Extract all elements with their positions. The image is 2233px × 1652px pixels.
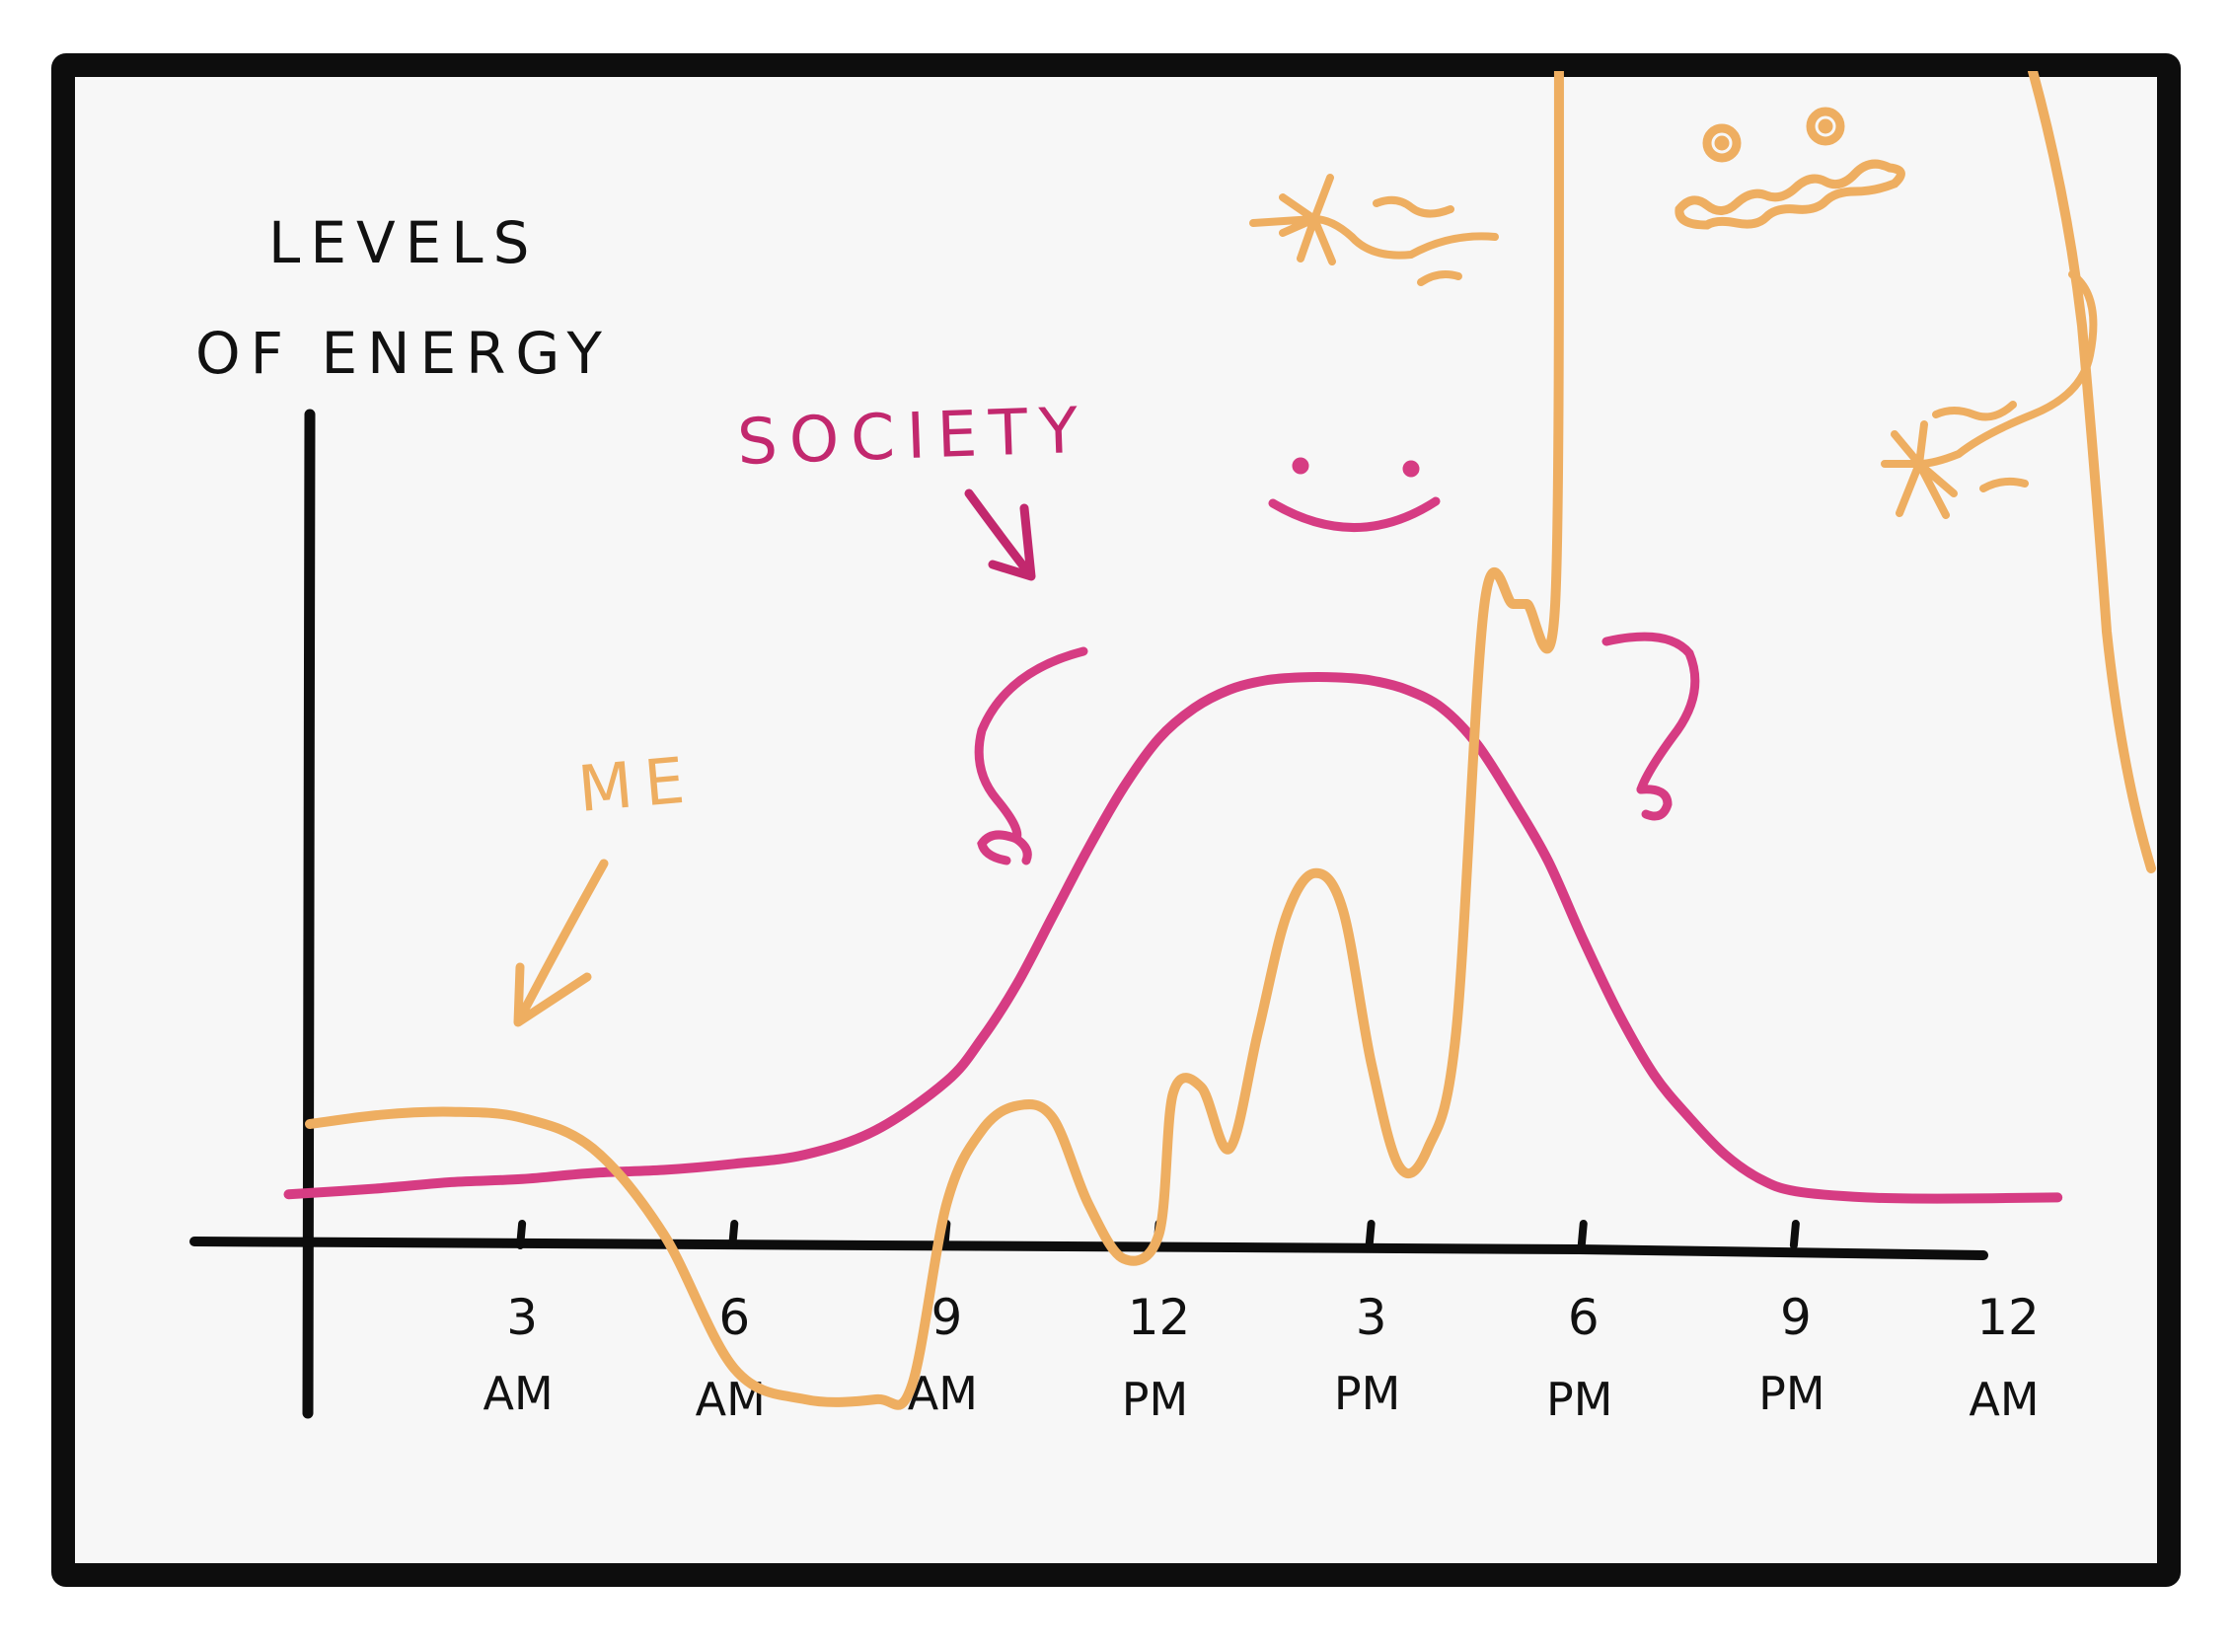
me-monster-face-icon [1675,107,1905,230]
x-tick-label-hour: 3 [506,1289,538,1346]
me-arrow-icon [513,859,609,1027]
x-tick-mark [516,1220,527,1249]
x-tick-mark [728,1220,739,1249]
x-tick-label-period: AM [484,1367,554,1420]
x-tick-label-period: PM [1334,1367,1400,1420]
x-axis [189,1237,1988,1260]
series-layer [283,71,2156,1410]
y-axis-label-line-2: OF ENERGY [195,320,612,387]
society-blob-arms-icon [974,632,1700,865]
me-monster-arm-left-icon [1249,174,1499,286]
x-tick-mark [1577,1220,1588,1249]
me-monster-leg-icon [2028,71,2156,873]
me-monster-arm-right-icon [1881,270,2098,519]
frame-border [51,53,2181,1587]
x-tick-label-hour: 12 [1976,1289,2040,1346]
x-tick-label-hour: 6 [718,1289,750,1346]
society-smiley-face-icon [1268,457,1441,532]
x-tick-label-period: AM [1969,1373,2039,1426]
society-arrow-icon [964,488,1036,581]
x-tick-label-hour: 3 [1356,1289,1387,1346]
me-series-line [305,71,1564,1410]
me-label: ME [575,744,700,827]
y-axis-label-line-1: LEVELS [268,209,539,276]
society-label: SOCIETY [736,395,1091,480]
x-tick-mark [1365,1220,1376,1249]
x-tick-mark [1789,1220,1800,1249]
x-tick-label-period: PM [1546,1373,1612,1426]
x-tick-label-period: PM [1122,1373,1188,1426]
y-axis [302,409,316,1419]
x-tick-label-hour: 12 [1128,1289,1191,1346]
x-tick-label-hour: 9 [930,1289,962,1346]
x-tick-label-hour: 9 [1780,1289,1812,1346]
society-series-line [283,672,2063,1204]
x-tick-label-hour: 6 [1568,1289,1600,1346]
x-tick-label-period: PM [1758,1367,1824,1420]
